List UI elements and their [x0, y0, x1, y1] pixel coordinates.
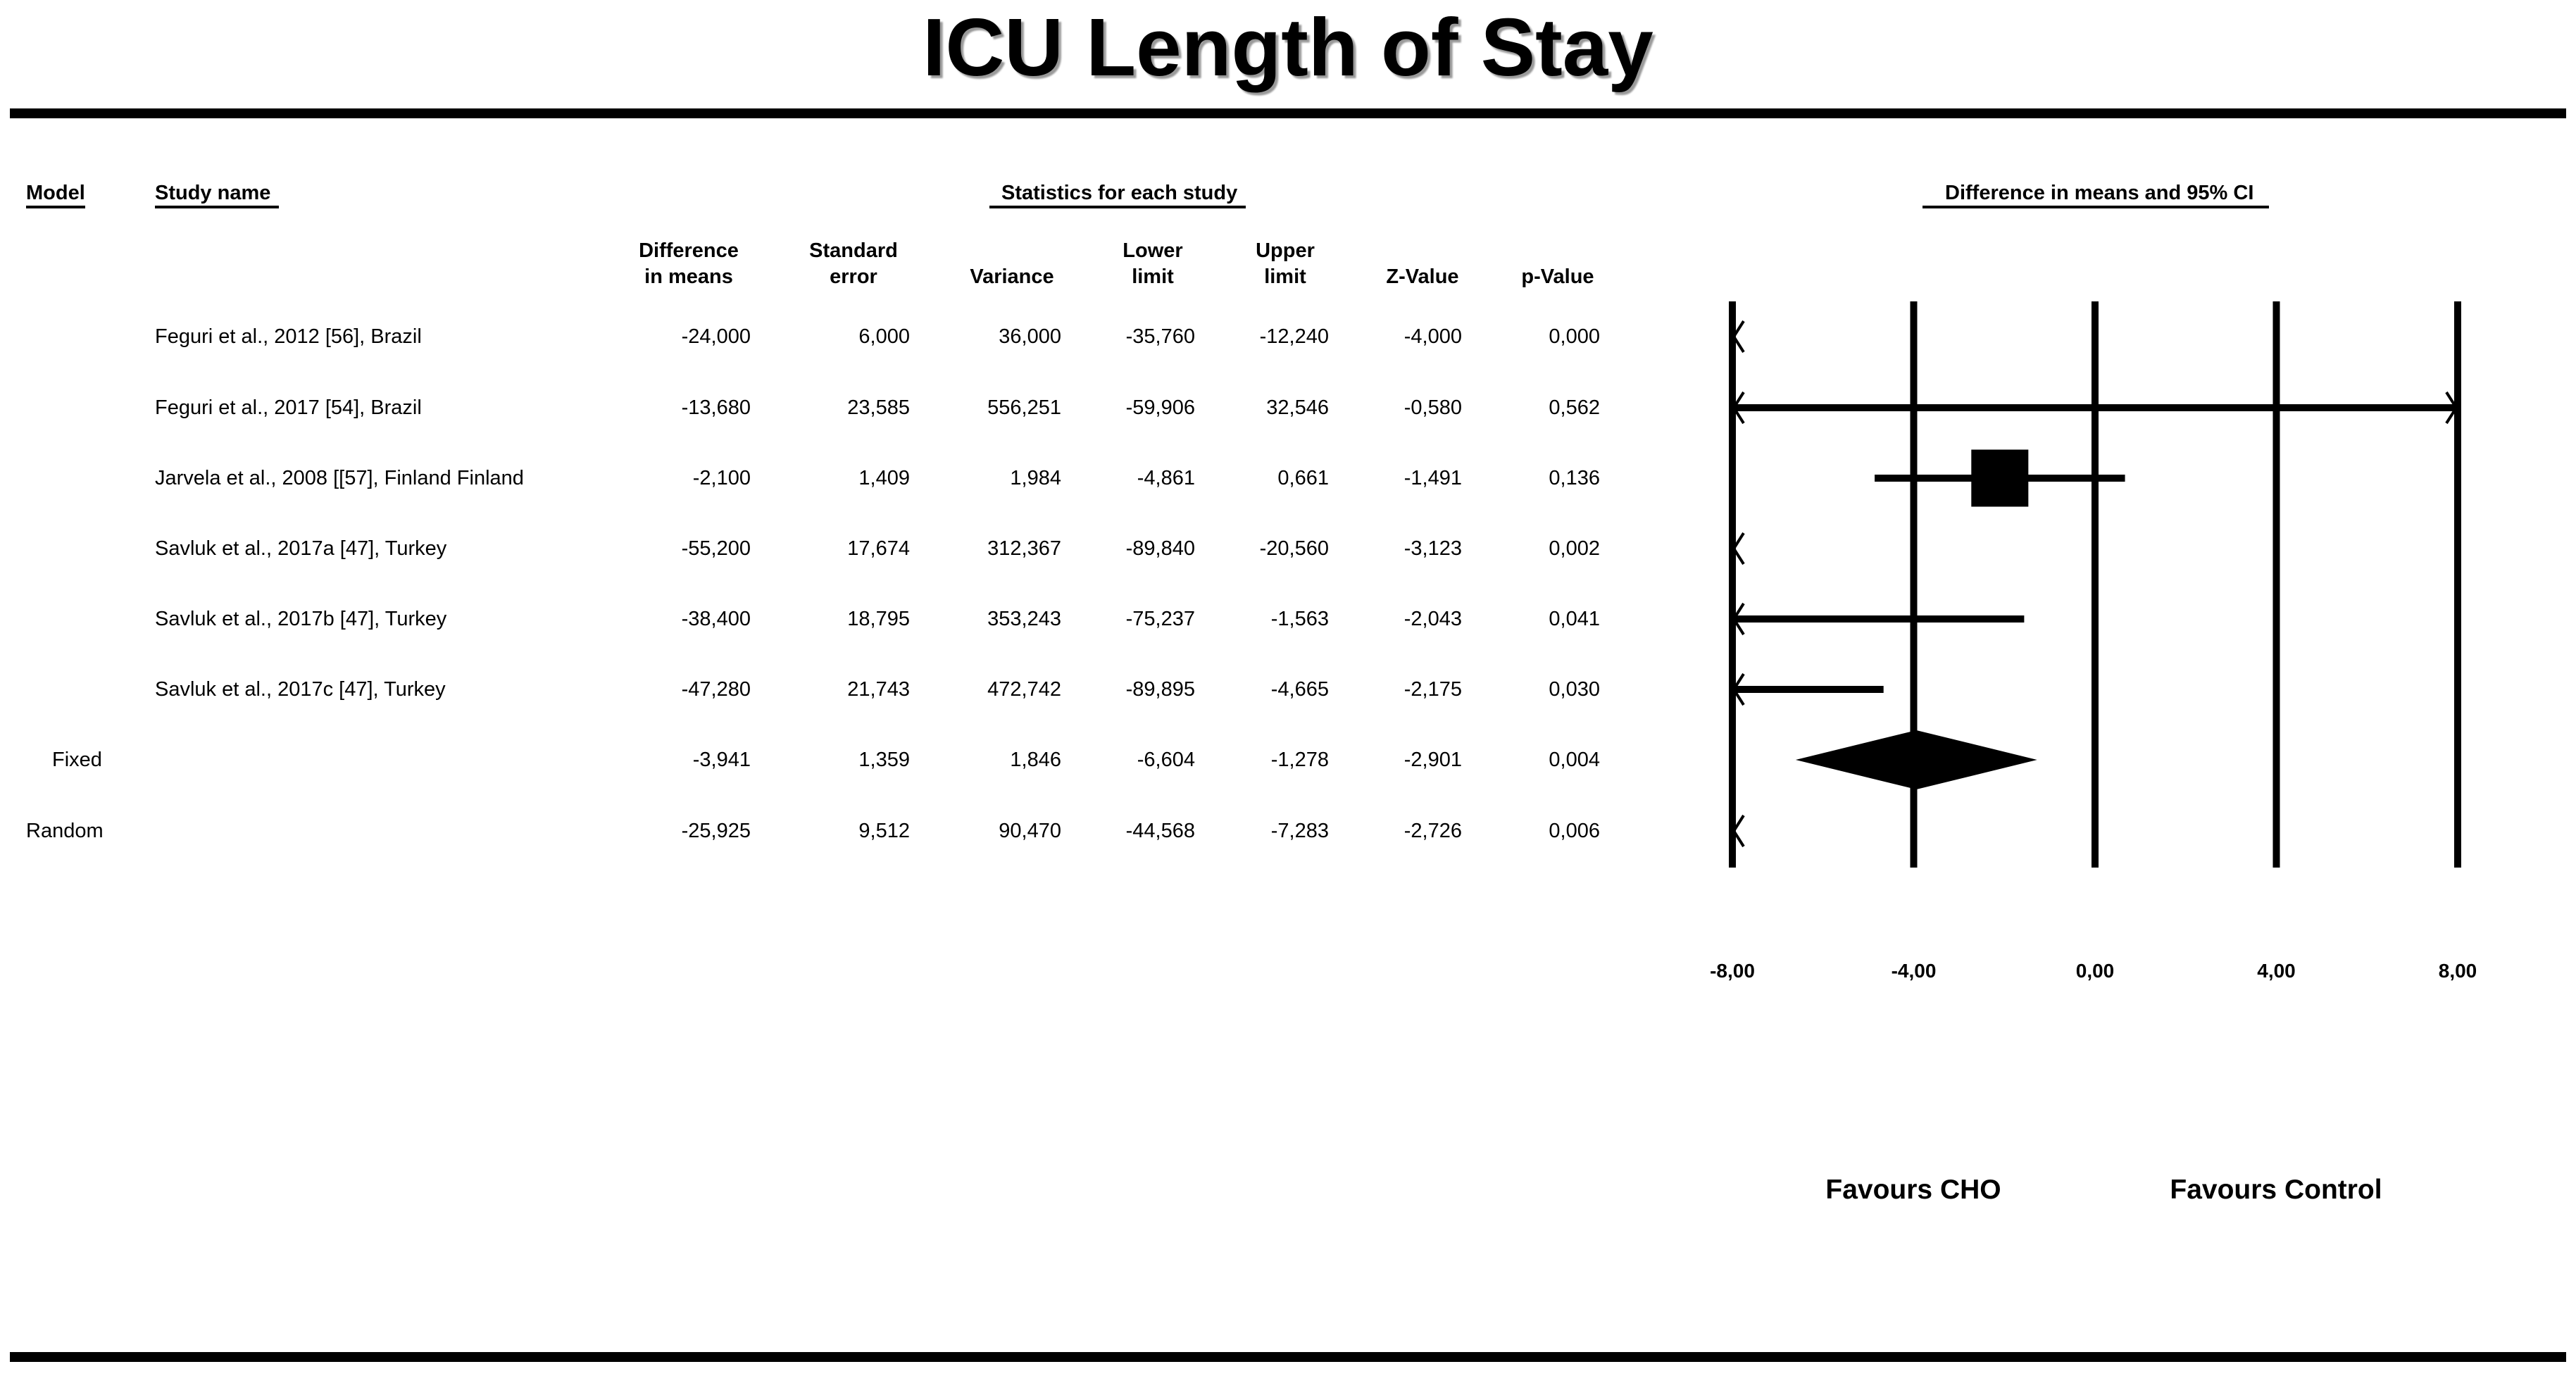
value-cell: 472,742	[987, 678, 1061, 701]
value-cell: 0,562	[1549, 396, 1600, 419]
study-name: Savluk et al., 2017a [47], Turkey	[155, 537, 447, 560]
value-cell: 6,000	[858, 325, 910, 348]
value-cell: 9,512	[858, 820, 910, 842]
value-cell: 0,041	[1549, 608, 1600, 630]
chart-title: ICU Length of Stay	[923, 1, 1653, 93]
value-cell: -2,100	[692, 467, 751, 489]
ci-arrow-left	[1732, 320, 1745, 354]
value-cell: -2,726	[1403, 820, 1462, 842]
value-cell: 18,795	[847, 608, 910, 630]
value-cell: -55,200	[681, 537, 751, 560]
column-header-difference: Difference in means	[639, 239, 739, 288]
x-tick-label: 4,00	[2257, 960, 2296, 982]
value-cell: 0,661	[1277, 467, 1329, 489]
study-point-estimate	[1971, 449, 2029, 507]
value-cell: 90,470	[999, 820, 1061, 842]
value-cell: -89,895	[1125, 678, 1195, 701]
value-cell: 556,251	[987, 396, 1061, 419]
value-cell: 17,674	[847, 537, 910, 560]
header-plot: Difference in means and 95% CI	[1945, 182, 2254, 204]
value-cell: 353,243	[987, 608, 1061, 630]
value-cell: -0,580	[1403, 396, 1462, 419]
value-cell: -4,665	[1270, 678, 1329, 701]
value-cell: -35,760	[1125, 325, 1195, 348]
x-tick-label: 8,00	[2439, 960, 2477, 982]
header-study-name: Study name	[155, 182, 271, 204]
header-statistics: Statistics for each study	[1001, 182, 1238, 204]
x-tick-label: 0,00	[2076, 960, 2115, 982]
value-cell: -13,680	[681, 396, 751, 419]
top-rule	[10, 108, 2566, 118]
value-cell: 23,585	[847, 396, 910, 419]
ci-arrow-left	[1732, 602, 1745, 636]
value-cell: -7,283	[1270, 820, 1329, 842]
value-cell: -3,123	[1403, 537, 1462, 560]
column-header-variance: Variance	[970, 265, 1054, 288]
value-cell: -47,280	[681, 678, 751, 701]
model-label: Random	[26, 820, 104, 842]
value-cell: -2,901	[1403, 749, 1462, 771]
column-header-upper-limit: Upper limit	[1256, 239, 1315, 288]
value-cell: -4,000	[1403, 325, 1462, 348]
favours-left-label: Favours CHO	[1825, 1175, 2001, 1205]
header-statistics-underline	[989, 206, 1246, 208]
study-name: Jarvela et al., 2008 [[57], Finland Finl…	[155, 467, 524, 489]
value-cell: -25,925	[681, 820, 751, 842]
value-cell: 0,004	[1549, 749, 1600, 771]
study-name: Feguri et al., 2017 [54], Brazil	[155, 396, 422, 419]
study-name: Savluk et al., 2017c [47], Turkey	[155, 678, 446, 701]
value-cell: -4,861	[1137, 467, 1195, 489]
value-cell: -24,000	[681, 325, 751, 348]
study-name: Savluk et al., 2017b [47], Turkey	[155, 608, 447, 630]
value-cell: -44,568	[1125, 820, 1195, 842]
column-header-standard-error: Standard error	[809, 239, 898, 288]
value-cell: -1,278	[1270, 749, 1329, 771]
value-cell: -3,941	[692, 749, 751, 771]
value-cell: 0,006	[1549, 820, 1600, 842]
ci-arrow-left	[1732, 532, 1745, 565]
value-cell: 0,002	[1549, 537, 1600, 560]
value-cell: -2,043	[1403, 608, 1462, 630]
value-cell: -12,240	[1259, 325, 1329, 348]
ci-arrow-left	[1732, 391, 1745, 425]
value-cell: -6,604	[1137, 749, 1195, 771]
header-plot-underline	[1922, 206, 2269, 208]
x-tick-label: -4,00	[1892, 960, 1937, 982]
value-cell: -89,840	[1125, 537, 1195, 560]
value-cell: 36,000	[999, 325, 1061, 348]
header-model: Model	[26, 182, 85, 204]
value-cell: -38,400	[681, 608, 751, 630]
header-study-name-underline	[155, 206, 279, 208]
value-cell: 1,984	[1010, 467, 1061, 489]
column-header-p-value: p-Value	[1521, 265, 1594, 288]
value-cell: -1,563	[1270, 608, 1329, 630]
value-cell: 0,136	[1549, 467, 1600, 489]
column-header-z-value: Z-Value	[1386, 265, 1459, 288]
column-header-lower-limit: Lower limit	[1123, 239, 1183, 288]
value-cell: 0,030	[1549, 678, 1600, 701]
value-cell: 21,743	[847, 678, 910, 701]
x-tick-label: -8,00	[1710, 960, 1755, 982]
value-cell: -59,906	[1125, 396, 1195, 419]
value-cell: 1,359	[858, 749, 910, 771]
ci-arrow-right	[2445, 391, 2458, 425]
bottom-rule	[10, 1352, 2566, 1362]
value-cell: 312,367	[987, 537, 1061, 560]
summary-diamond-fixed	[1795, 730, 2037, 789]
value-cell: 0,000	[1549, 325, 1600, 348]
value-cell: 32,546	[1266, 396, 1329, 419]
model-label: Fixed	[52, 749, 102, 771]
header-model-underline	[26, 206, 85, 208]
value-cell: -2,175	[1403, 678, 1462, 701]
ci-arrow-left	[1732, 814, 1745, 848]
favours-right-label: Favours Control	[2170, 1175, 2382, 1205]
value-cell: 1,846	[1010, 749, 1061, 771]
value-cell: 1,409	[858, 467, 910, 489]
ci-arrow-left	[1732, 673, 1745, 706]
value-cell: -20,560	[1259, 537, 1329, 560]
value-cell: -75,237	[1125, 608, 1195, 630]
study-name: Feguri et al., 2012 [56], Brazil	[155, 325, 422, 348]
value-cell: -1,491	[1403, 467, 1462, 489]
